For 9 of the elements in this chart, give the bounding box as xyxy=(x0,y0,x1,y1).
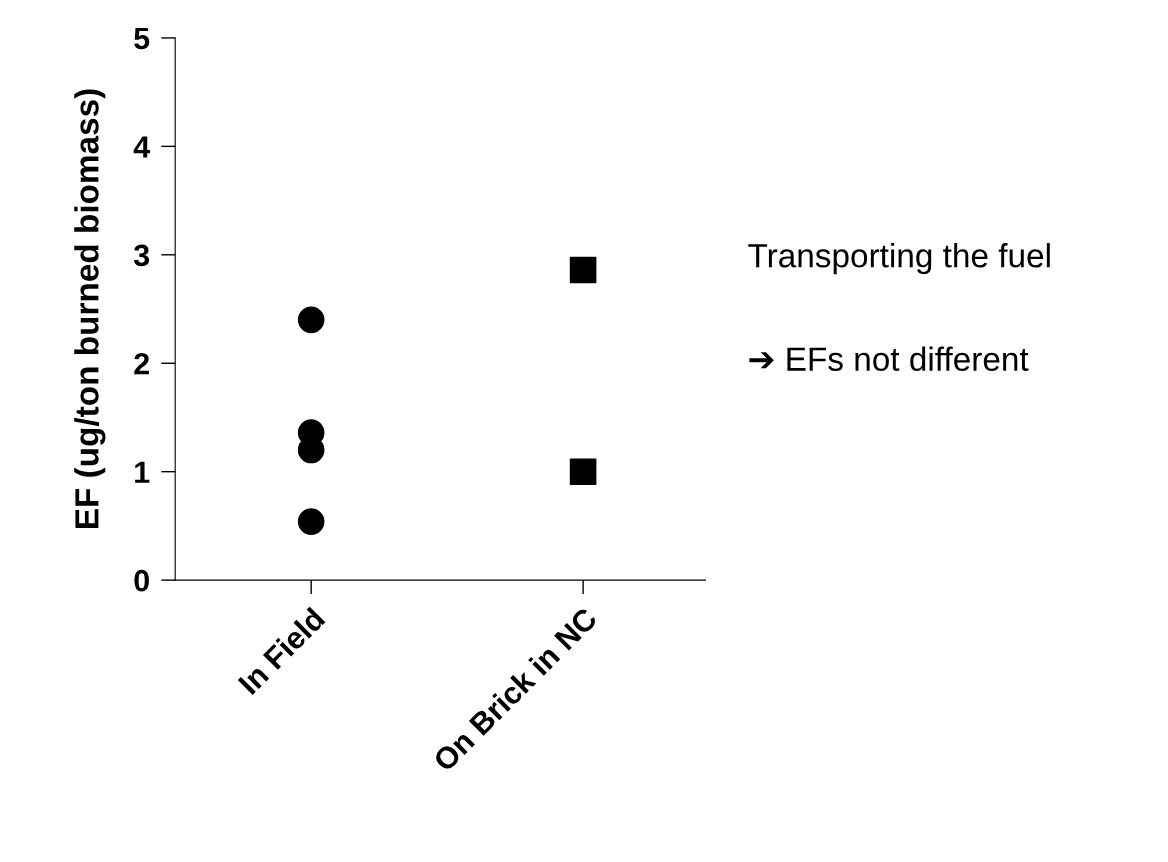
text: ➔ EFs not different xyxy=(749,346,1029,371)
y-axis-title: EF (ug/ton burned biomass) xyxy=(74,89,106,529)
y-tick-label: 5 xyxy=(134,27,150,50)
y-tick-label: 2 xyxy=(134,352,149,375)
y-tick-label: 4 xyxy=(133,136,151,158)
y-tick-label: 0 xyxy=(134,569,149,592)
text: Transporting the fuel xyxy=(748,243,1050,275)
y-tick-label: 3 xyxy=(133,244,150,267)
y-tick-label: 1 xyxy=(135,461,150,483)
